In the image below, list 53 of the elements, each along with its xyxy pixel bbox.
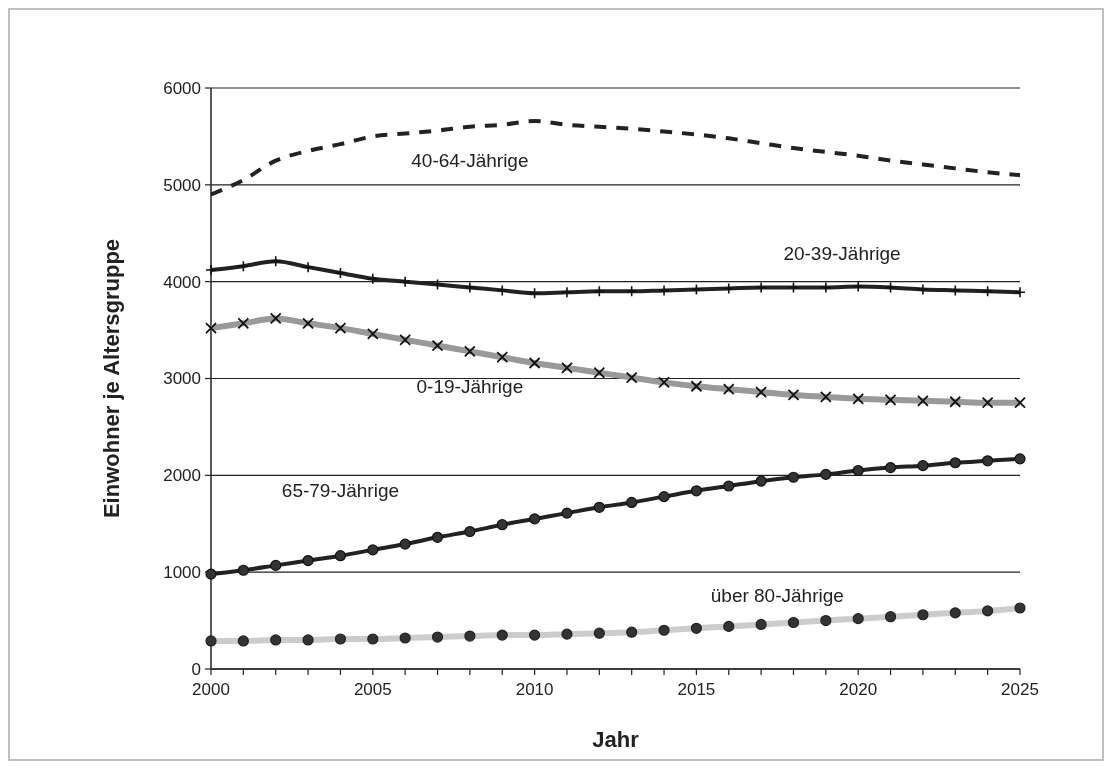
point [367,544,379,556]
point [690,485,702,497]
point [237,564,249,576]
y-tick-label: 6000 [163,78,201,98]
x-tick-label: 2000 [192,680,230,699]
point [820,468,832,480]
x-tick-label: 2025 [1001,680,1039,699]
point [787,471,800,483]
point [496,519,508,531]
x-axis-title: Jahr [592,727,640,752]
point [884,461,897,474]
point [269,255,282,268]
point [852,464,864,477]
x-tick-label: 2020 [839,680,878,699]
point [529,513,541,525]
x-tick-label: 2015 [677,680,716,699]
point [464,525,476,538]
series-label: 0-19-Jährige [416,376,524,398]
point [949,284,962,297]
y-tick-label: 2000 [163,466,201,486]
series-label: 40-64-Jährige [411,150,529,172]
point [270,559,282,571]
y-tick-label: 4000 [163,272,201,292]
point [237,260,250,272]
y-tick-label: 0 [191,659,201,679]
point [593,285,606,298]
point [723,480,735,492]
y-tick-label: 3000 [163,369,201,389]
point [1014,453,1026,465]
y-axis-title: Einwohner je Altersgruppe [99,238,124,519]
point [302,554,314,567]
point [949,457,961,469]
point [690,283,703,296]
point [625,285,638,298]
x-tick-label: 2010 [515,680,554,699]
series-label: über 80-Jährige [710,585,844,607]
point [755,475,767,487]
text: 65-79-Jährige [281,479,400,501]
y-tick-label: 1000 [163,563,201,583]
point [626,496,638,509]
point [593,501,605,513]
point [399,538,411,550]
series-label: 20-39-Jährige [783,243,901,265]
point [528,287,541,300]
point [981,285,994,298]
y-tick-label: 5000 [163,175,201,195]
point [658,491,670,503]
point [917,460,929,472]
x-tick-label: 2005 [353,680,392,699]
point [431,531,444,543]
point [561,507,573,519]
point [982,455,994,467]
point [334,550,347,562]
